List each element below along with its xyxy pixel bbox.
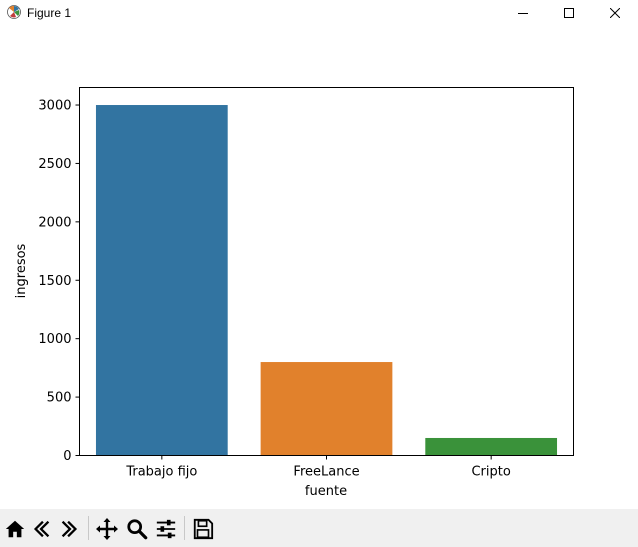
y-axis-label: ingresos xyxy=(14,243,29,298)
bars xyxy=(95,105,558,456)
x-tick-label: Cripto xyxy=(471,465,510,480)
close-button[interactable] xyxy=(592,0,638,26)
home-button[interactable] xyxy=(2,517,28,541)
home-icon xyxy=(5,520,25,538)
figure-canvas: 0 500 1000 1500 2000 2500 3000 Trabajo fijo Fre… xyxy=(14,87,574,499)
y-tick-label: 0 xyxy=(63,449,71,464)
pan-button[interactable] xyxy=(94,517,120,541)
configure-subplots-button[interactable] xyxy=(153,517,179,541)
x-tick-label: FreeLance xyxy=(293,465,359,480)
y-tick-label: 1000 xyxy=(38,332,71,347)
configure-subplots-icon xyxy=(156,519,176,539)
title-bar: Figure 1 xyxy=(0,0,638,26)
forward-button[interactable] xyxy=(56,517,82,541)
zoom-icon xyxy=(127,519,148,540)
zoom-button[interactable] xyxy=(124,517,150,541)
matplotlib-app-icon xyxy=(6,4,22,20)
y-tick-label: 2000 xyxy=(38,215,71,230)
pan-icon xyxy=(96,518,118,540)
bar-trabajo-fijo xyxy=(95,105,228,456)
x-axis-ticks: Trabajo fijo FreeLance Cripto xyxy=(125,455,511,480)
back-button[interactable] xyxy=(29,517,55,541)
window-title: Figure 1 xyxy=(27,6,72,20)
maximize-button[interactable] xyxy=(546,0,592,26)
y-tick-label: 500 xyxy=(47,391,72,406)
minimize-button[interactable] xyxy=(500,0,546,26)
y-tick-label: 1500 xyxy=(38,274,71,289)
back-icon xyxy=(33,520,50,538)
y-tick-label: 3000 xyxy=(38,99,71,114)
navigation-toolbar xyxy=(0,509,638,547)
toolbar-separator xyxy=(88,516,89,540)
save-button[interactable] xyxy=(190,517,216,541)
bar-freelance xyxy=(260,362,393,456)
y-tick-label: 2500 xyxy=(38,157,71,172)
toolbar-separator xyxy=(184,516,185,540)
y-axis-ticks: 0 500 1000 1500 2000 2500 3000 xyxy=(38,99,80,464)
bar-cripto xyxy=(425,437,558,456)
save-icon xyxy=(193,518,214,540)
x-tick-label: Trabajo fijo xyxy=(125,465,197,480)
forward-icon xyxy=(61,520,78,538)
x-axis-label: fuente xyxy=(305,484,347,499)
